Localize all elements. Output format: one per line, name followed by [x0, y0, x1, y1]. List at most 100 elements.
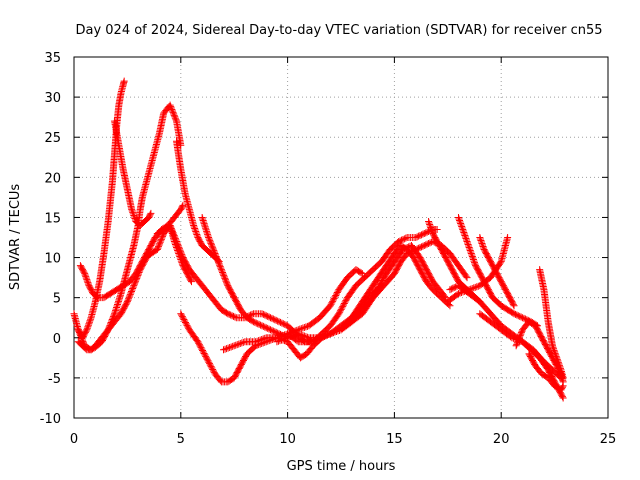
data-point	[316, 334, 324, 342]
data-point	[131, 214, 139, 222]
data-point	[333, 289, 341, 297]
data-point	[147, 209, 155, 217]
data-point	[170, 111, 178, 119]
data-point	[555, 361, 563, 369]
data-point	[470, 257, 478, 265]
data-point	[156, 238, 164, 246]
data-point	[192, 229, 200, 237]
y-tick-label: 10	[44, 252, 61, 267]
data-point	[293, 337, 301, 345]
data-point	[154, 243, 162, 251]
data-point	[220, 271, 228, 279]
data-point	[331, 293, 339, 301]
data-point	[319, 333, 327, 341]
data-point	[178, 311, 186, 319]
data-point	[328, 329, 336, 337]
x-tick-label: 0	[70, 432, 78, 447]
data-point	[213, 254, 221, 262]
data-point	[446, 286, 454, 294]
data-point	[227, 343, 235, 351]
data-point	[514, 312, 522, 320]
data-point	[159, 232, 167, 240]
data-point	[469, 254, 477, 262]
data-point	[422, 229, 430, 237]
x-axis-label: GPS time / hours	[287, 459, 396, 474]
data-point	[259, 322, 267, 330]
data-point	[199, 348, 207, 356]
data-point	[419, 230, 427, 238]
data-point	[559, 382, 567, 390]
data-point	[276, 337, 284, 345]
data-point	[82, 273, 90, 281]
x-tick-label: 25	[600, 432, 617, 447]
data-point	[274, 329, 282, 337]
data-point	[171, 114, 179, 122]
data-point	[170, 230, 178, 238]
data-point	[264, 324, 272, 332]
data-point	[427, 225, 435, 233]
data-point	[170, 232, 178, 240]
data-point	[426, 220, 434, 228]
data-point	[258, 310, 266, 318]
data-point	[496, 259, 504, 267]
data-point	[259, 335, 267, 343]
data-point	[83, 277, 91, 285]
data-point	[205, 358, 213, 366]
data-point	[420, 242, 428, 250]
data-point	[553, 354, 561, 362]
data-point	[556, 364, 564, 372]
data-point	[332, 327, 340, 335]
data-point	[396, 237, 404, 245]
data-point	[466, 247, 474, 255]
data-point	[204, 357, 212, 365]
data-point	[214, 257, 222, 265]
data-point	[74, 326, 82, 334]
data-point	[125, 293, 133, 301]
data-point	[206, 238, 214, 246]
data-point	[173, 239, 181, 247]
data-point	[216, 261, 224, 269]
data-point	[281, 335, 289, 343]
data-point	[513, 311, 521, 319]
axis-ticks: 0 5 10 15 20 25 -10 -5 0 5 10 15 20 25 30 35	[40, 51, 617, 447]
data-point	[268, 326, 276, 334]
data-point	[80, 268, 88, 276]
data-point	[454, 290, 462, 298]
data-point	[190, 223, 198, 231]
data-point	[221, 345, 229, 353]
data-point	[196, 342, 204, 350]
data-point	[281, 320, 289, 328]
data-point	[325, 330, 333, 338]
data-point	[471, 260, 479, 268]
data-point	[331, 328, 339, 336]
series-trace-1	[70, 77, 128, 342]
data-point	[272, 328, 280, 336]
data-point	[175, 243, 183, 251]
data-point	[172, 116, 180, 124]
data-point	[447, 285, 455, 293]
data-point	[402, 234, 410, 242]
data-point	[308, 337, 316, 345]
data-point	[426, 222, 434, 230]
data-point	[221, 274, 229, 282]
data-point	[372, 288, 380, 296]
data-point	[305, 338, 313, 346]
data-point	[207, 241, 215, 249]
data-point	[261, 323, 269, 331]
data-point	[462, 235, 470, 243]
data-point	[197, 344, 205, 352]
data-point	[205, 235, 213, 243]
data-point	[229, 342, 237, 350]
data-point	[77, 333, 85, 341]
data-point	[377, 279, 385, 287]
data-point	[329, 297, 337, 305]
data-point	[233, 341, 241, 349]
data-point	[81, 270, 89, 278]
data-point	[559, 374, 567, 382]
data-point	[302, 323, 310, 331]
data-point	[463, 238, 471, 246]
data-point	[177, 248, 185, 256]
data-point	[128, 286, 136, 294]
data-point	[178, 203, 186, 211]
data-point	[511, 310, 519, 318]
